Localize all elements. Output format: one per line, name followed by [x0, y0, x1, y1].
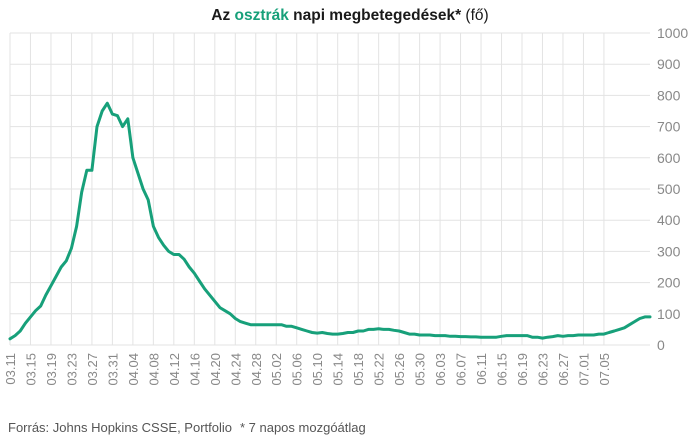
y-tick-label: 300: [657, 243, 681, 259]
x-tick-label: 06.23: [535, 353, 550, 386]
x-tick-label: 04.12: [167, 353, 182, 386]
y-tick-label: 100: [657, 306, 681, 322]
y-tick-label: 400: [657, 212, 681, 228]
y-tick-label: 0: [657, 337, 665, 353]
series-line: [8, 101, 652, 341]
x-tick-label: 03.15: [23, 353, 38, 386]
y-tick-label: 500: [657, 181, 681, 197]
x-tick-label: 05.02: [269, 353, 284, 386]
y-tick-label: 900: [657, 56, 681, 72]
x-tick-label: 05.26: [392, 353, 407, 386]
x-tick-label: 06.07: [454, 353, 469, 386]
footer: Forrás: Johns Hopkins CSSE, Portfolio * 7…: [8, 420, 366, 435]
source-note: Forrás: Johns Hopkins CSSE, Portfolio: [8, 420, 232, 435]
x-tick-label: 03.31: [105, 353, 120, 386]
x-tick-label: 04.20: [208, 353, 223, 386]
x-tick-label: 05.30: [413, 353, 428, 386]
x-tick-label: 07.05: [597, 353, 612, 386]
x-tick-label: 06.15: [495, 353, 510, 386]
x-tick-label: 04.24: [228, 353, 243, 386]
x-tick-label: 03.19: [44, 353, 59, 386]
chart-title: Az osztrák napi megbetegedések* (fő): [0, 7, 700, 25]
x-tick-label: 03.23: [64, 353, 79, 386]
x-tick-label: 06.11: [474, 353, 489, 385]
x-tick-label: 07.01: [576, 353, 591, 386]
x-tick-label: 05.22: [372, 353, 387, 386]
x-tick-label: 06.27: [556, 353, 571, 386]
y-tick-label: 200: [657, 275, 681, 291]
chart-title-highlight: osztrák: [234, 7, 289, 24]
x-tick-label: 04.28: [249, 353, 264, 386]
x-tick-label: 05.10: [310, 353, 325, 386]
x-tick-label: 03.27: [85, 353, 100, 386]
x-tick-label: 06.19: [515, 353, 530, 386]
chart-title-prefix: Az: [211, 7, 235, 24]
footnote: * 7 napos mozgóátlag: [239, 420, 366, 435]
x-tick-label: 04.04: [126, 353, 141, 386]
x-tick-label: 05.14: [331, 353, 346, 386]
chart-title-suffix: (fő): [461, 7, 489, 24]
x-tick-label: 06.03: [433, 353, 448, 386]
x-tick-label: 03.11: [3, 353, 18, 385]
x-tick-label: 05.18: [351, 353, 366, 386]
y-tick-label: 1000: [657, 25, 688, 41]
x-tick-label: 05.06: [290, 353, 305, 386]
y-tick-label: 800: [657, 87, 681, 103]
y-tick-label: 700: [657, 119, 681, 135]
y-tick-label: 600: [657, 150, 681, 166]
x-tick-label: 04.08: [146, 353, 161, 386]
x-tick-label: 04.16: [187, 353, 202, 386]
chart-title-main: napi megbetegedések*: [288, 7, 462, 24]
